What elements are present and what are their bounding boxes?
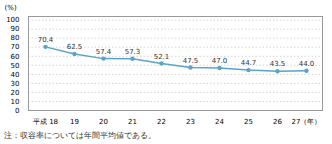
svg-text:50: 50 [11,62,20,70]
svg-text:40: 40 [11,71,20,79]
svg-text:10: 10 [11,98,20,106]
svg-text:100: 100 [6,16,19,24]
svg-text:70.4: 70.4 [38,36,54,44]
svg-text:57.3: 57.3 [125,48,141,56]
svg-text:47.5: 47.5 [183,57,199,65]
svg-text:(%): (%) [5,4,17,12]
svg-text:47.0: 47.0 [212,57,228,65]
svg-text:60: 60 [11,53,20,61]
svg-text:22: 22 [157,118,166,126]
svg-text:70: 70 [11,43,20,51]
svg-text:57.4: 57.4 [96,48,112,56]
svg-text:平成 18: 平成 18 [33,118,58,126]
svg-text:30: 30 [11,80,20,88]
svg-text:19: 19 [70,118,79,126]
svg-text:80: 80 [11,34,20,42]
svg-text:44.0: 44.0 [299,60,315,68]
svg-text:43.5: 43.5 [270,60,286,68]
svg-text:27（年）: 27（年） [292,118,322,126]
svg-text:62.5: 62.5 [67,43,83,51]
svg-text:26: 26 [273,118,282,126]
svg-text:21: 21 [128,118,137,126]
svg-text:20: 20 [99,118,108,126]
svg-text:90: 90 [11,25,20,33]
svg-text:0: 0 [15,107,19,115]
svg-text:44.7: 44.7 [241,59,257,67]
svg-text:23: 23 [186,118,195,126]
html-text:注：収容率については年間平均値である。: 注：収容率については年間平均値である。 [4,131,156,140]
svg-text:20: 20 [11,89,20,97]
svg-text:25: 25 [244,118,253,126]
svg-text:52.1: 52.1 [154,53,170,61]
svg-text:24: 24 [215,118,224,126]
